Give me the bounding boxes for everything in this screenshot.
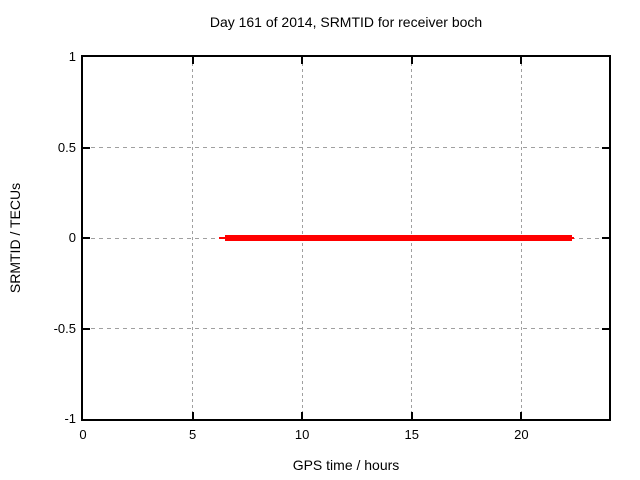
- x-tick-mark-bottom: [301, 412, 304, 419]
- x-axis-label: GPS time / hours: [292, 457, 400, 473]
- x-tick-mark-top: [301, 57, 304, 64]
- gridline-horizontal: [83, 328, 609, 329]
- plot-area: [81, 55, 611, 421]
- y-axis-label: SRMTID / TECUs: [7, 182, 23, 294]
- y-tick-mark-left: [83, 327, 90, 330]
- y-tick-label: -0.5: [53, 320, 76, 336]
- gridline-horizontal: [83, 147, 609, 148]
- y-tick-mark-right: [602, 237, 609, 239]
- x-tick-mark-top: [520, 57, 523, 64]
- y-tick-mark-left: [83, 237, 90, 239]
- y-tick-label: 0.5: [57, 139, 76, 155]
- y-tick-mark-left: [83, 146, 90, 149]
- y-tick-label: 1: [68, 49, 76, 64]
- y-tick-mark-right: [602, 146, 609, 149]
- tick-mark-layer: [83, 57, 609, 419]
- x-tick-label: 15: [404, 427, 419, 442]
- x-tick-mark-top: [191, 57, 194, 64]
- y-tick-mark-right: [602, 327, 609, 330]
- x-tick-mark-bottom: [520, 412, 523, 419]
- x-tick-label: 5: [188, 427, 197, 442]
- y-tick-label: 0: [68, 230, 76, 245]
- y-tick-label: -1: [64, 411, 76, 426]
- series-line: [225, 235, 572, 241]
- chart-title: Day 161 of 2014, SRMTID for receiver boc…: [209, 14, 483, 30]
- x-tick-label: 20: [514, 427, 529, 442]
- x-tick-label: 0: [79, 427, 87, 442]
- x-tick-label: 10: [294, 427, 310, 442]
- series-layer: [83, 57, 609, 419]
- x-tick-mark-bottom: [410, 412, 413, 419]
- x-tick-mark-top: [410, 57, 413, 64]
- x-tick-mark-bottom: [191, 412, 194, 419]
